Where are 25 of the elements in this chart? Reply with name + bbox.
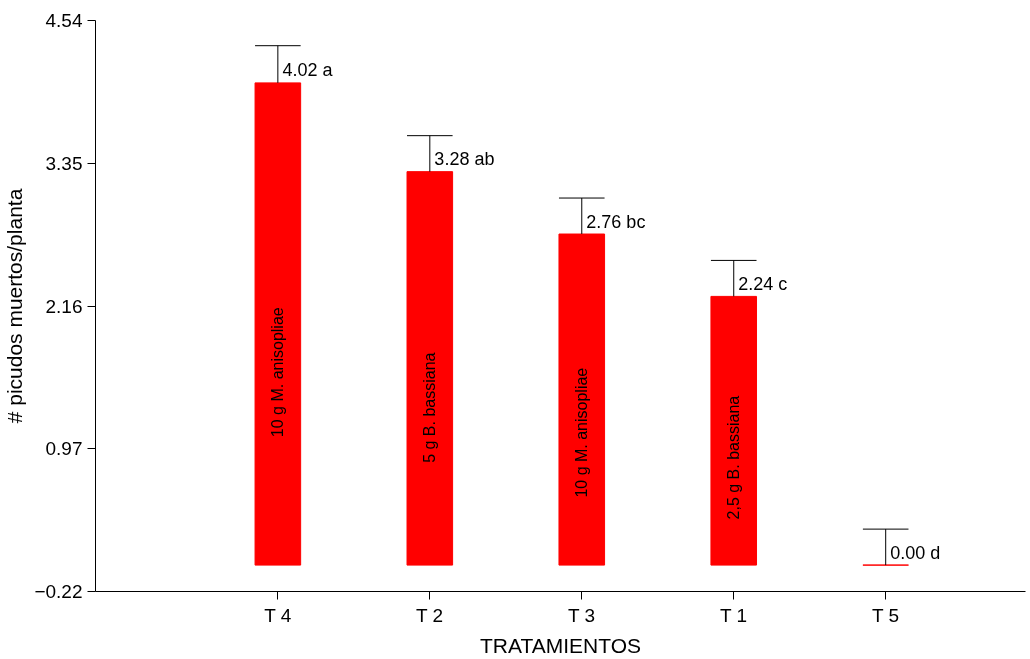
y-tick-label: 3.35 <box>45 152 83 174</box>
data-label: 2.24 c <box>738 274 788 294</box>
bar <box>710 295 758 566</box>
data-label: 0.00 d <box>890 542 941 563</box>
annotation: 10 g M. anisopliae <box>269 307 287 438</box>
annotation: 2,5 g B. bassiana <box>725 395 743 520</box>
x-tick-label: T 5 <box>871 604 900 626</box>
data-label: 3.28 ab <box>434 149 495 170</box>
data-label: 4.02 a <box>282 60 334 81</box>
x-tick-label: T 3 <box>568 604 596 626</box>
x-tick-label: T 2 <box>416 604 444 626</box>
bar <box>254 82 302 566</box>
bar <box>558 233 606 566</box>
x-axis-title: TRATAMIENTOS <box>480 633 642 657</box>
annotation: 5 g B. bassiana <box>421 352 439 463</box>
y-tick-label: 2.16 <box>45 295 83 317</box>
y-tick-label: −0.22 <box>34 581 83 602</box>
x-tick-label: T 4 <box>264 604 292 626</box>
y-tick-label: 0.97 <box>45 438 83 460</box>
x-tick-label: T 1 <box>720 604 748 626</box>
y-tick-label: 4.54 <box>45 10 83 31</box>
annotation: 10 g M. anisopliae <box>573 367 591 498</box>
data-label: 2.76 bc <box>586 211 646 232</box>
y-axis-title: # picudos muertos/planta <box>3 188 27 424</box>
bar <box>406 171 454 566</box>
